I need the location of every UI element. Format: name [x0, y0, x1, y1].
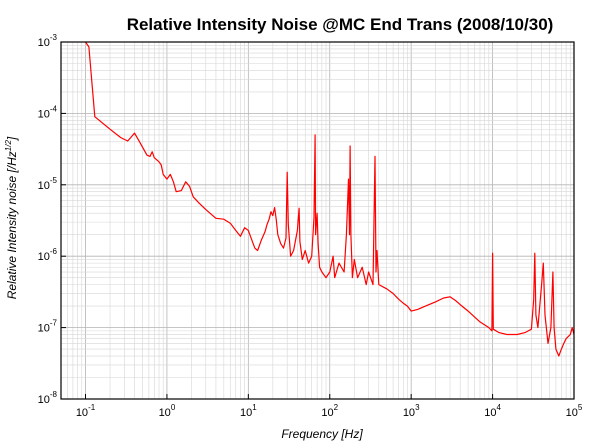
x-tick-label: 102	[321, 403, 338, 419]
noise-series-line	[85, 41, 575, 357]
chart-title: Relative Intensity Noise @MC End Trans (…	[127, 15, 554, 34]
x-tick-label: 100	[159, 403, 176, 419]
y-tick-label: 10-7	[38, 319, 58, 335]
y-tick-exponent: -4	[50, 104, 58, 113]
y-tick-base: 10	[38, 37, 50, 49]
x-tick-exponent: 0	[171, 403, 176, 412]
x-tick-exponent: -1	[88, 403, 96, 412]
x-tick-label: 101	[240, 403, 257, 419]
y-axis-label: Relative Intensity noise [/Hz1/2]	[4, 136, 19, 299]
x-tick-base: 10	[321, 407, 333, 419]
y-tick-exponent: -7	[50, 319, 58, 328]
y-tick-exponent: -3	[50, 33, 58, 42]
x-tick-exponent: 5	[578, 403, 583, 412]
y-tick-label: 10-6	[38, 247, 58, 263]
y-axis-label-main: Relative Intensity noise [/Hz	[5, 151, 19, 299]
y-tick-base: 10	[38, 323, 50, 335]
x-tick-exponent: 4	[496, 403, 501, 412]
y-tick-exponent: -5	[50, 176, 58, 185]
x-tick-base: 10	[159, 407, 171, 419]
y-axis-label-exponent: 1/2	[4, 140, 13, 152]
y-tick-base: 10	[38, 180, 50, 192]
plot-frame	[60, 41, 575, 400]
y-tick-base: 10	[38, 108, 50, 120]
x-tick-base: 10	[484, 407, 496, 419]
y-axis-label-close: ]	[5, 136, 19, 141]
y-tick-label: 10-3	[38, 33, 58, 49]
x-tick-label: 105	[566, 403, 583, 419]
y-tick-exponent: -6	[50, 247, 58, 256]
y-axis-ticks: 10-310-410-510-610-710-8	[38, 33, 66, 406]
x-tick-exponent: 3	[415, 403, 420, 412]
x-axis-ticks: 10-1 100 101 102 103 104 105	[76, 394, 583, 419]
x-tick-base: 10	[76, 407, 88, 419]
x-tick-base: 10	[240, 407, 252, 419]
y-tick-label: 10-4	[38, 104, 58, 120]
x-tick-label: 104	[484, 403, 501, 419]
y-tick-label: 10-5	[38, 176, 58, 192]
x-tick-exponent: 2	[334, 403, 339, 412]
x-tick-base: 10	[403, 407, 415, 419]
x-tick-label: 10-1	[76, 403, 96, 419]
x-tick-base: 10	[566, 407, 578, 419]
y-tick-exponent: -8	[50, 390, 58, 399]
x-axis-label: Frequency [Hz]	[281, 427, 363, 441]
y-tick-base: 10	[38, 394, 50, 406]
x-tick-label: 103	[403, 403, 420, 419]
x-tick-exponent: 1	[252, 403, 257, 412]
y-tick-label: 10-8	[38, 390, 58, 406]
y-tick-base: 10	[38, 251, 50, 263]
